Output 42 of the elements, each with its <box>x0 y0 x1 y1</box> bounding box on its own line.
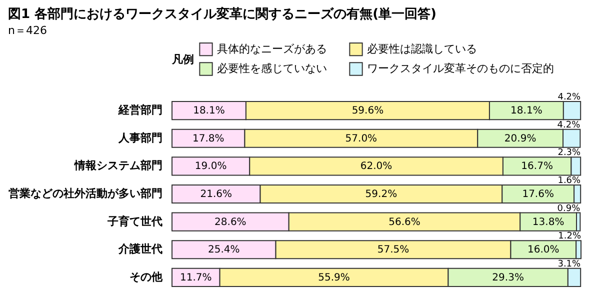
data-label: 18.1% <box>193 106 225 117</box>
data-label: 1.6% <box>558 176 582 186</box>
data-label: 0.9% <box>557 204 581 214</box>
y-tick-label: 経営部門 <box>118 104 162 117</box>
chart-title: 図1 各部門におけるワークスタイル変革に関するニーズの有無(単一回答) <box>8 6 436 22</box>
data-label: 17.8% <box>192 133 224 144</box>
data-label: 59.6% <box>352 106 384 117</box>
y-tick-label: 介護世代 <box>118 242 162 256</box>
data-label: 1.2% <box>558 232 582 242</box>
data-label: 11.7% <box>180 272 212 284</box>
data-label: 59.2% <box>365 189 398 200</box>
legend-label: 具体的なニーズがある <box>217 42 327 56</box>
data-label: 56.6% <box>388 216 420 228</box>
data-label: 28.6% <box>214 216 246 228</box>
y-tick-label: 子育て世代 <box>106 214 162 228</box>
y-tick-label: 営業などの社外活動が多い部門 <box>8 187 162 200</box>
legend-title: 凡例 <box>171 53 194 66</box>
data-label: 18.1% <box>510 106 542 117</box>
data-label: 13.8% <box>532 216 564 228</box>
data-label: 55.9% <box>318 272 350 284</box>
text: n＝426 <box>8 24 47 37</box>
data-label: 57.0% <box>345 133 378 144</box>
y-tick-label: 人事部門 <box>118 131 162 144</box>
data-label: 19.0% <box>194 161 227 172</box>
data-label: 4.2% <box>557 120 581 130</box>
data-label: 2.3% <box>558 148 582 158</box>
legend-label: 必要性は認識している <box>367 42 477 56</box>
data-label: 16.0% <box>528 244 560 256</box>
data-label: 57.5% <box>377 244 410 256</box>
data-label: 16.7% <box>521 161 553 172</box>
data-label: 29.3% <box>492 272 524 284</box>
data-label: 21.6% <box>200 189 232 200</box>
data-label: 25.4% <box>208 244 240 256</box>
legend-label: ワークスタイル変革そのものに否定的 <box>367 62 554 75</box>
data-label: 17.6% <box>522 189 554 200</box>
legend-label: 必要性を感じていない <box>217 62 327 75</box>
data-label: 62.0% <box>360 161 392 172</box>
y-tick-label: その他 <box>130 270 164 284</box>
data-label: 4.2% <box>558 92 582 103</box>
data-label: 3.1% <box>558 259 582 270</box>
data-label: 20.9% <box>504 133 536 144</box>
y-tick-label: 情報システム部門 <box>74 159 162 172</box>
